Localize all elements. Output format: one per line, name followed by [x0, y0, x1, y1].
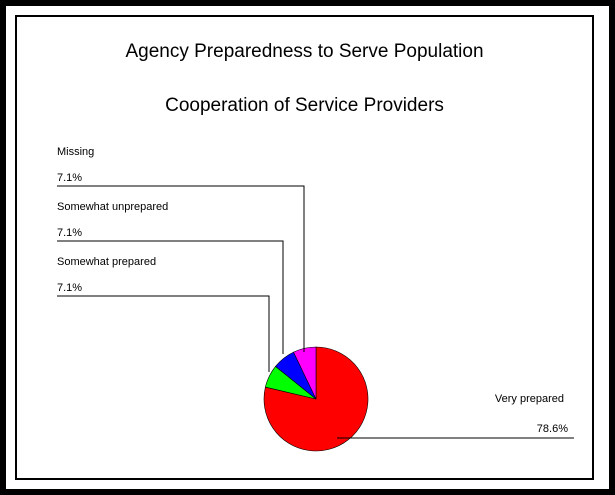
- label-somewhat-prepared: Somewhat prepared: [57, 256, 156, 268]
- value-somewhat-unprepared: 7.1%: [57, 227, 82, 239]
- value-very-prepared: 78.6%: [537, 423, 568, 435]
- chart-area: Agency Preparedness to Serve Population …: [15, 15, 594, 480]
- leader-line-somewhat-prepared: [57, 295, 270, 372]
- value-somewhat-prepared: 7.1%: [57, 282, 82, 294]
- label-somewhat-unprepared: Somewhat unprepared: [57, 201, 168, 213]
- chart-title: Agency Preparedness to Serve Population: [125, 41, 484, 62]
- value-missing: 7.1%: [57, 172, 82, 184]
- label-very-prepared: Very prepared: [495, 393, 564, 405]
- leader-line-missing: [57, 185, 305, 352]
- label-missing: Missing: [57, 146, 94, 158]
- chart-subtitle: Cooperation of Service Providers: [165, 95, 444, 116]
- leader-line-somewhat-unprepared: [57, 240, 284, 354]
- pie-chart: Missing 7.1% Somewhat unprepared 7.1% So…: [57, 146, 574, 452]
- chart-panel: Agency Preparedness to Serve Population …: [6, 6, 609, 489]
- slice-very-prepared: [263, 346, 369, 452]
- pie-slices: [263, 346, 369, 452]
